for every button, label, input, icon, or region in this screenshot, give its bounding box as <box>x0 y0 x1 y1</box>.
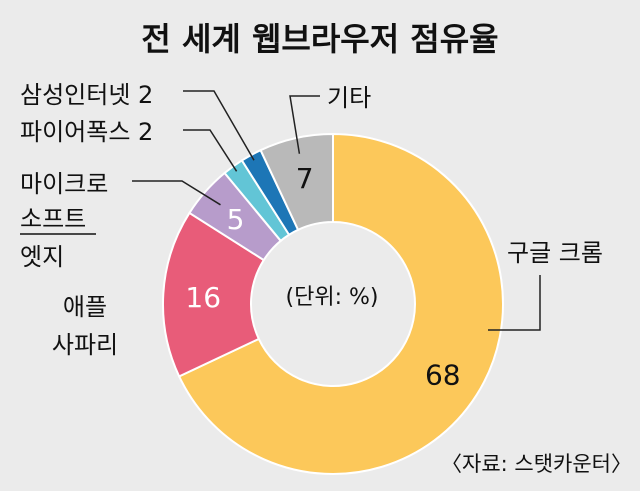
value-label-chrome: 68 <box>425 359 461 392</box>
slice-etc <box>259 132 334 232</box>
value-labels: 68 16 5 7 <box>185 162 460 392</box>
leader-etc <box>289 95 320 154</box>
leader-samsung <box>183 90 255 161</box>
value-label-safari: 16 <box>185 281 221 314</box>
slice-chrome <box>177 132 504 475</box>
label-edge-line2: 소프트 <box>20 205 86 233</box>
label-safari-line1: 애플 <box>63 293 107 321</box>
chart-title: 전 세계 웹브라우저 점유율 <box>141 20 498 58</box>
slices-layer <box>162 132 504 475</box>
leader-firefox <box>183 129 238 172</box>
leader-edge <box>132 180 221 206</box>
label-edge-line3: 엣지 <box>20 243 64 271</box>
label-etc: 기타 <box>327 84 371 112</box>
label-firefox: 파이어폭스 2 <box>20 118 153 146</box>
label-samsung: 삼성인터넷 2 <box>20 81 153 109</box>
label-chrome: 구글 크롬 <box>507 239 603 267</box>
unit-note: (단위: %) <box>286 285 379 310</box>
value-label-edge: 5 <box>227 203 245 236</box>
leader-chrome <box>488 275 541 331</box>
source-note: 〈자료: 스탯카운터〉 <box>441 452 632 476</box>
label-edge-line1: 마이크로 <box>20 170 108 198</box>
label-safari-line2: 사파리 <box>52 331 118 359</box>
value-label-etc: 7 <box>296 162 314 195</box>
leader-lines <box>132 90 541 331</box>
slice-safari <box>162 211 266 378</box>
